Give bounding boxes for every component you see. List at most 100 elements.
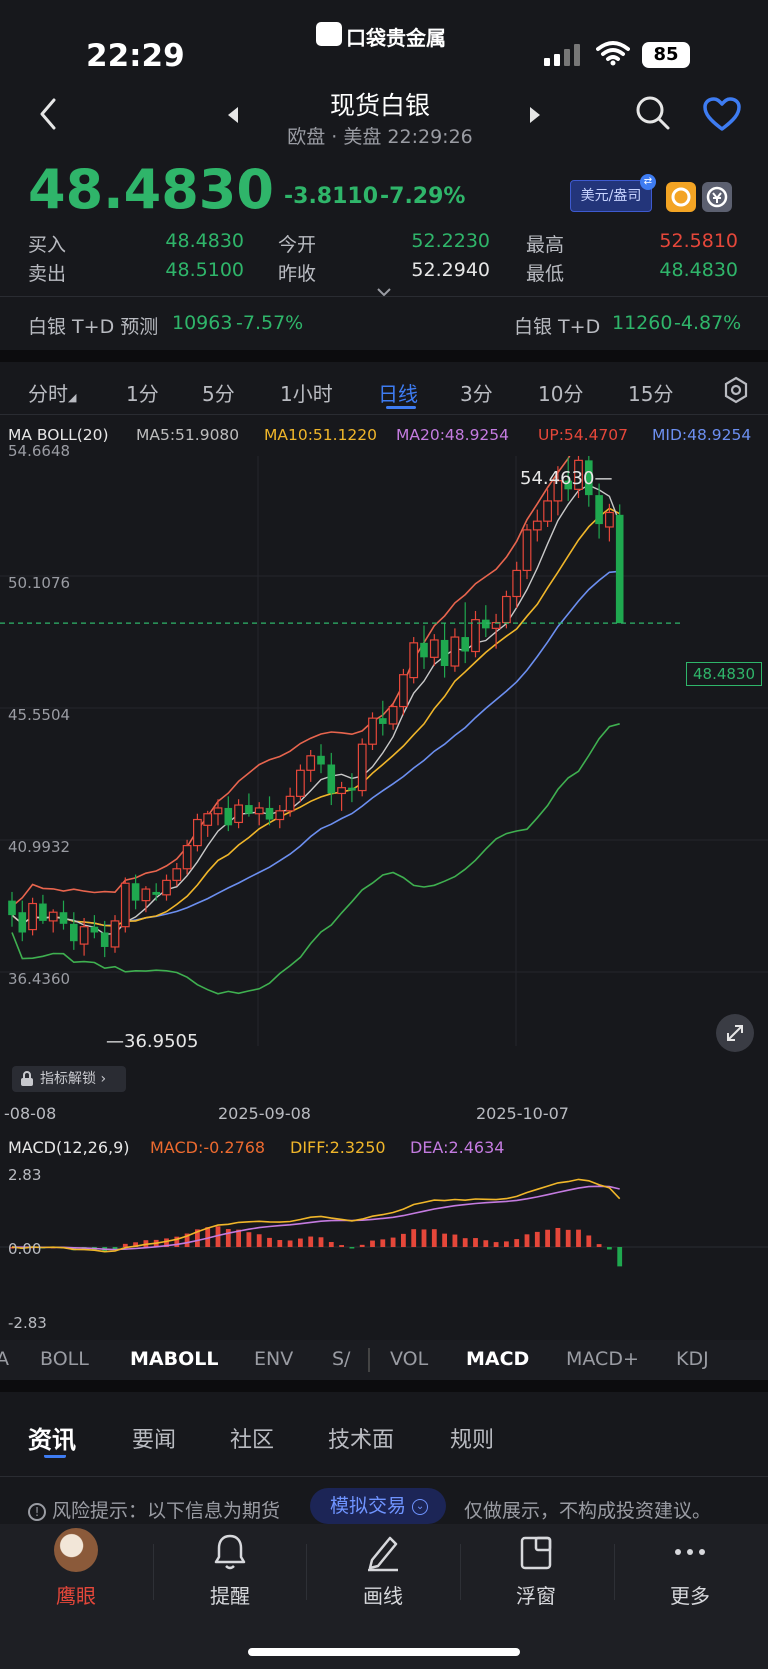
macd-histogram-bar <box>164 1238 169 1247</box>
candle-body <box>39 903 47 921</box>
candle-body <box>564 480 572 490</box>
refresh-button[interactable] <box>666 182 696 212</box>
next-symbol-button[interactable] <box>528 106 542 128</box>
tab-15m[interactable]: 15分 <box>628 382 674 406</box>
back-button[interactable] <box>36 96 60 132</box>
open-label: 今开 <box>278 234 317 256</box>
macd-histogram-bar <box>442 1233 447 1247</box>
candle-body <box>532 520 542 531</box>
macd-histogram-bar <box>586 1235 592 1247</box>
macd-histogram-bar <box>431 1229 437 1247</box>
prev-symbol-button[interactable] <box>226 106 240 128</box>
tab-daily[interactable]: 日线 <box>378 382 418 406</box>
high-annotation: 54.4630— <box>520 468 613 489</box>
risk-notice-text: 风险提示：以下信息为期货 <box>52 1500 281 1522</box>
td-forecast-label[interactable]: 白银 T+D 预测 <box>28 316 159 338</box>
eagle-avatar-icon <box>54 1528 98 1572</box>
macd-chart[interactable] <box>0 1164 768 1334</box>
nav-label: 画线 <box>363 1584 403 1608</box>
nav-label: 浮窗 <box>516 1584 556 1608</box>
macd-histogram-bar <box>493 1242 499 1247</box>
news-tab-shequ[interactable]: 社区 <box>230 1428 275 1453</box>
chart-settings-button[interactable] <box>722 376 750 408</box>
unit-label: 美元/盎司 <box>580 188 642 204</box>
expand-quote-button[interactable] <box>376 282 392 301</box>
macd-histogram-bar <box>349 1247 355 1249</box>
chevron-left-icon <box>40 98 56 130</box>
macd-histogram-bar <box>565 1229 571 1247</box>
tab-10m[interactable]: 10分 <box>538 382 584 406</box>
macd-histogram-bar <box>267 1237 272 1247</box>
macd-histogram-bar <box>215 1226 221 1247</box>
candle-body <box>379 718 387 724</box>
tab-indicator-macd[interactable]: MACD <box>466 1348 530 1370</box>
candle-body <box>604 511 614 528</box>
x-axis-label: 2025-10-07 <box>476 1104 569 1123</box>
tab-divider <box>368 1348 370 1372</box>
news-tab-yaowen[interactable]: 要闻 <box>132 1428 177 1453</box>
news-tab-guize[interactable]: 规则 <box>450 1428 495 1453</box>
macd-histogram-bar <box>318 1237 324 1247</box>
nav-item-gengduo[interactable]: 更多 <box>620 1524 760 1624</box>
page-title: 现货白银 <box>329 91 430 120</box>
nav-label: 鹰眼 <box>56 1584 96 1608</box>
unit-switch[interactable]: 美元/盎司 <box>570 180 652 212</box>
tab-indicator-boll[interactable]: BOLL <box>40 1348 89 1370</box>
macd-histogram-bar <box>246 1232 252 1247</box>
tab-indicator-a[interactable]: A <box>0 1348 9 1370</box>
macd-histogram-bar <box>411 1229 417 1247</box>
candle-body <box>110 920 120 948</box>
tab-indicator-kdj[interactable]: KDJ <box>676 1348 709 1370</box>
nav-item-huaxian[interactable]: 画线 <box>313 1524 453 1624</box>
search-button[interactable] <box>634 94 672 136</box>
unlock-indicator-button[interactable]: 指标解锁 › <box>12 1066 126 1092</box>
nav-item-fuchuang[interactable]: 浮窗 <box>466 1524 606 1624</box>
candlestick-chart[interactable] <box>0 456 768 1076</box>
macd-histogram-bar <box>205 1227 211 1247</box>
session-subtitle: 欧盘 · 美盘 22:29:26 <box>287 126 473 148</box>
tab-1h[interactable]: 1小时 <box>280 382 333 406</box>
bid-label: 买入 <box>28 234 67 256</box>
favorite-button[interactable] <box>702 96 742 136</box>
nav-item-yingyan[interactable]: 鹰眼 <box>6 1524 146 1624</box>
sim-trade-button[interactable]: 模拟交易 ⌄ <box>310 1488 446 1524</box>
nav-label: 提醒 <box>210 1584 250 1608</box>
expand-icon <box>727 1025 743 1041</box>
candle-body <box>100 932 109 947</box>
tab-5m[interactable]: 5分 <box>202 382 235 406</box>
candle-body <box>265 807 274 820</box>
tab-indicator-env[interactable]: ENV <box>254 1348 294 1370</box>
macd-histogram-bar <box>184 1233 190 1247</box>
open-value: 52.2230 <box>411 230 490 252</box>
tab-indicator-vol[interactable]: VOL <box>390 1348 429 1370</box>
share-button[interactable] <box>702 182 732 212</box>
macd-histogram-bar <box>370 1240 375 1247</box>
dea-line <box>11 1185 620 1251</box>
boll-upper-line <box>11 456 571 908</box>
macd-histogram-bar <box>607 1247 612 1250</box>
prev-close-label: 昨收 <box>278 263 317 285</box>
tab-3m[interactable]: 3分 <box>460 382 493 406</box>
tab-indicator-s[interactable]: S/ <box>332 1348 351 1370</box>
x-axis-label: -08-08 <box>4 1104 57 1123</box>
macd-histogram-bar <box>308 1236 314 1247</box>
tab-indicator-maboll[interactable]: MABOLL <box>130 1348 219 1370</box>
td-label[interactable]: 白银 T+D <box>514 316 601 338</box>
tab-fenshi[interactable]: 分时◢ <box>28 382 77 406</box>
tab-1m[interactable]: 1分 <box>126 382 159 406</box>
fullscreen-button[interactable] <box>716 1014 754 1052</box>
candle-body <box>141 888 151 902</box>
news-tab-jishumian[interactable]: 技术面 <box>328 1428 395 1453</box>
macd-histogram-bar <box>359 1244 365 1247</box>
news-tab-zixun[interactable]: 资讯 <box>28 1426 76 1454</box>
candle-body <box>388 705 398 725</box>
candle-body <box>317 755 325 765</box>
candle-body <box>440 639 449 667</box>
nav-item-tixing[interactable]: 提醒 <box>160 1524 300 1624</box>
indicator-legend: MA BOLL(20) MA5:51.9080 MA10:51.1220 MA2… <box>8 426 760 448</box>
macd-histogram-bar <box>452 1234 458 1247</box>
legend-mid: MID:48.9254 <box>652 426 752 444</box>
tab-indicator-macdplus[interactable]: MACD+ <box>566 1348 639 1370</box>
low-annotation: —36.9505 <box>106 1031 199 1052</box>
candle-body <box>543 500 552 522</box>
